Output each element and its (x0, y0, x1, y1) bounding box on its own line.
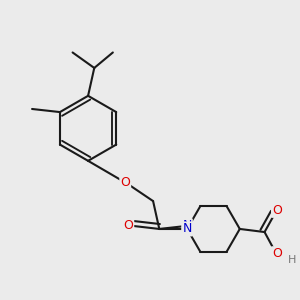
Text: N: N (182, 219, 192, 232)
Text: N: N (182, 222, 192, 236)
Text: O: O (272, 204, 282, 217)
Text: O: O (123, 219, 133, 232)
Text: H: H (288, 255, 297, 265)
Text: O: O (272, 247, 282, 260)
Text: O: O (120, 176, 130, 189)
